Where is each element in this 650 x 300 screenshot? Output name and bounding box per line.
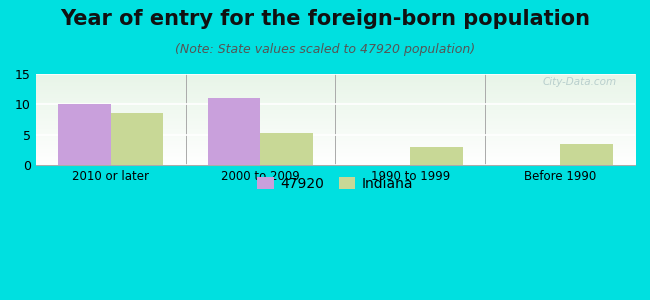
Legend: 47920, Indiana: 47920, Indiana: [252, 171, 419, 196]
Bar: [58, 104, 110, 165]
Text: Year of entry for the foreign-born population: Year of entry for the foreign-born popul…: [60, 9, 590, 29]
Bar: [410, 147, 463, 165]
Text: (Note: State values scaled to 47920 population): (Note: State values scaled to 47920 popu…: [175, 44, 475, 56]
Bar: [560, 144, 612, 165]
Text: City-Data.com: City-Data.com: [543, 77, 617, 87]
Bar: [261, 133, 313, 165]
Bar: [111, 113, 163, 165]
Bar: [208, 98, 261, 165]
